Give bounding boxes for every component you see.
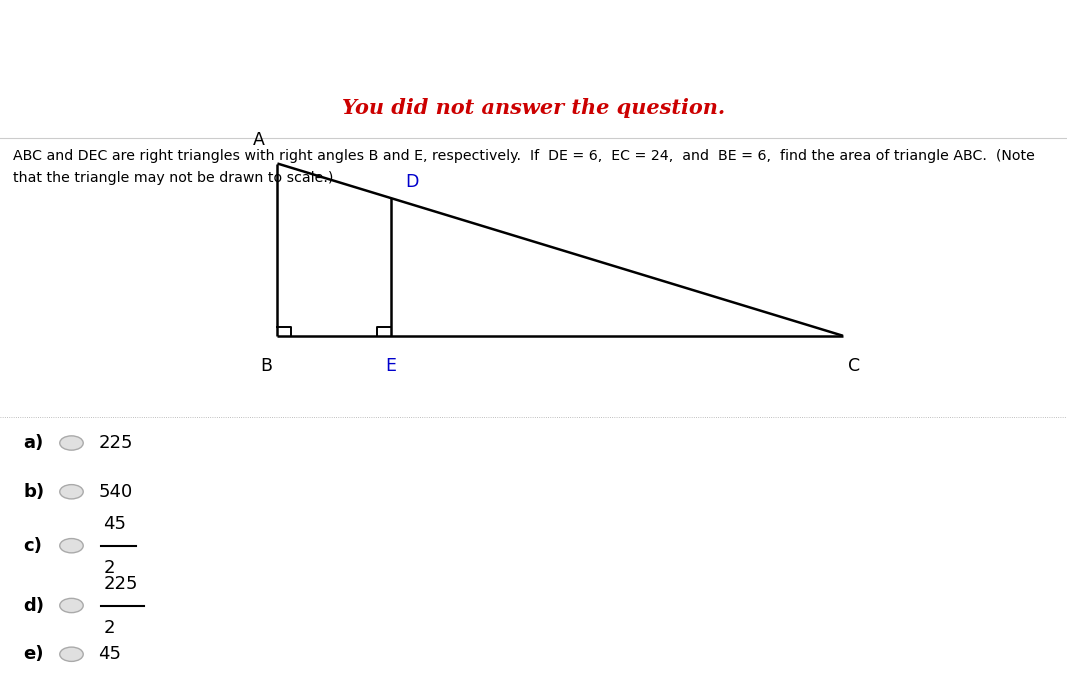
Circle shape [60,436,83,450]
Text: D: D [405,173,419,191]
Text: e): e) [23,645,44,663]
Text: 45: 45 [98,645,122,663]
Text: a): a) [23,434,44,452]
Text: 225: 225 [103,575,138,593]
Text: Question 8: Question 8 [479,11,588,29]
Text: 225: 225 [98,434,132,452]
Text: b): b) [23,483,45,501]
Text: d): d) [23,596,45,615]
Text: 2: 2 [103,559,115,577]
Circle shape [60,647,83,662]
Text: that the triangle may not be drawn to scale.): that the triangle may not be drawn to sc… [13,171,333,186]
Circle shape [60,598,83,613]
Text: ABC and DEC are right triangles with right angles B and E, respectively.  If  DE: ABC and DEC are right triangles with rig… [13,149,1035,164]
Text: 45: 45 [103,515,127,533]
Circle shape [60,484,83,499]
Text: 540: 540 [98,483,132,501]
Text: 2: 2 [103,618,115,636]
Text: You did not answer the question.: You did not answer the question. [341,98,726,118]
Text: E: E [385,357,396,375]
Text: A: A [253,131,265,149]
Circle shape [60,539,83,553]
Text: C: C [847,357,860,375]
Text: B: B [260,357,273,375]
Text: c): c) [23,537,43,555]
